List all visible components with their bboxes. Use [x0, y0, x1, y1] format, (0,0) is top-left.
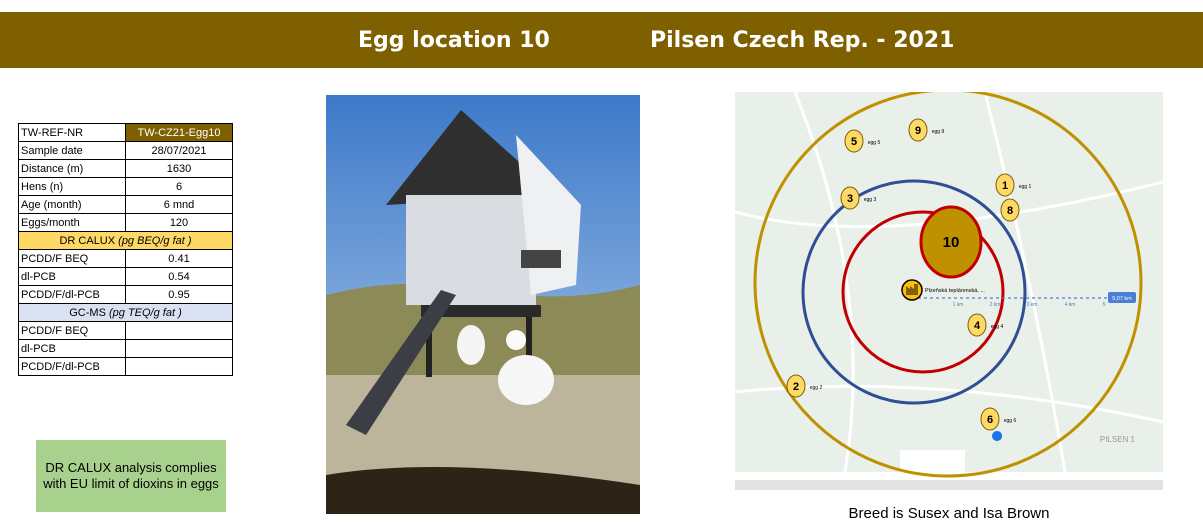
marker-tag: egg 4: [991, 324, 1004, 330]
scale-label: 1 km: [953, 302, 964, 308]
cell: Eggs/month: [19, 214, 126, 232]
marker-label: 1: [1002, 180, 1008, 192]
scale-label: 5: [1103, 302, 1106, 308]
cell: 0.54: [126, 268, 233, 286]
marker-label: 3: [847, 193, 853, 205]
cell: dl-PCB: [19, 268, 126, 286]
marker-tag: egg 1: [1019, 184, 1032, 190]
marker-tag: egg 2: [810, 385, 823, 391]
cell: PCDD/F BEQ: [19, 250, 126, 268]
unit: (pg BEQ/g fat ): [118, 235, 191, 247]
source-label: Plzeňská teplárenská, ...: [925, 288, 985, 294]
note: DR CALUX analysis complies with EU limit…: [36, 440, 226, 512]
cell: 28/07/2021: [126, 142, 233, 160]
scale-label: 4 km: [1065, 302, 1076, 308]
distance-label: 5,07 km: [1112, 296, 1132, 302]
title: Egg location 10: [358, 28, 550, 53]
marker-tag: egg 9: [932, 129, 945, 135]
section-title: DR CALUX: [59, 235, 115, 247]
section-header: DR CALUX (pg BEQ/g fat ): [19, 232, 233, 250]
map: 5,07 km 1 km 2 km 3 km 4 km 5 PILSEN 1 P…: [735, 92, 1163, 490]
cell: 0.41: [126, 250, 233, 268]
cell: 120: [126, 214, 233, 232]
cell: Distance (m): [19, 160, 126, 178]
cell: [126, 358, 233, 376]
cell: dl-PCB: [19, 340, 126, 358]
unit: (pg TEQ/g fat ): [109, 307, 182, 319]
marker-label: 8: [1007, 205, 1013, 217]
header: Egg location 10 Pilsen Czech Rep. - 2021: [0, 12, 1203, 68]
cell: 1630: [126, 160, 233, 178]
page: Egg location 10 Pilsen Czech Rep. - 2021…: [0, 0, 1203, 522]
marker-label: 2: [793, 381, 799, 393]
marker-label: 9: [915, 125, 921, 137]
cell: 6 mnd: [126, 196, 233, 214]
cell: PCDD/F/dl-PCB: [19, 286, 126, 304]
cell: 0.95: [126, 286, 233, 304]
cell: PCDD/F/dl-PCB: [19, 358, 126, 376]
cell: [126, 340, 233, 358]
section-title: GC-MS: [69, 307, 106, 319]
cell: TW-REF-NR: [19, 124, 126, 142]
scale-label: 3 km: [1027, 302, 1038, 308]
marker-label: 4: [974, 320, 981, 332]
marker-tag: egg 5: [868, 140, 881, 146]
marker-tag: egg 3: [864, 197, 877, 203]
cell: Age (month): [19, 196, 126, 214]
marker-label: 6: [987, 414, 993, 426]
cell: Hens (n): [19, 178, 126, 196]
cell: PCDD/F BEQ: [19, 322, 126, 340]
scale-label: 2 km: [990, 302, 1001, 308]
marker-tag: egg 6: [1004, 418, 1017, 424]
subtitle: Pilsen Czech Rep. - 2021: [650, 28, 954, 53]
marker-label: 10: [943, 234, 960, 251]
caption: Breed is Susex and Isa Brown: [735, 505, 1163, 522]
cell: TW-CZ21-Egg10: [126, 124, 233, 142]
photo: [326, 95, 640, 514]
district: PILSEN 1: [1100, 435, 1136, 444]
cell: 6: [126, 178, 233, 196]
cell: Sample date: [19, 142, 126, 160]
section-header: GC-MS (pg TEQ/g fat ): [19, 304, 233, 322]
cell: [126, 322, 233, 340]
marker-label: 5: [851, 136, 857, 148]
